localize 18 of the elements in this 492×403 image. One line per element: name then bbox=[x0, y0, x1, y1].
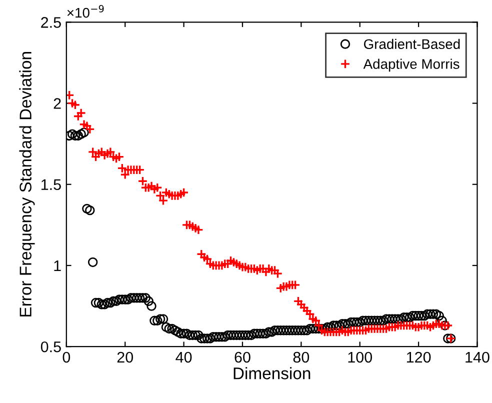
y-tick-label: 2 bbox=[54, 98, 61, 109]
x-tick-label: 140 bbox=[466, 352, 490, 363]
x-tick-label: 80 bbox=[293, 352, 310, 363]
y-axis-title: Error Frequency Standard Deviation bbox=[19, 52, 35, 316]
legend-label: Adaptive Morris bbox=[363, 58, 460, 72]
x-tick-label: 40 bbox=[176, 352, 192, 363]
x-tick-label: 60 bbox=[234, 352, 250, 363]
y-tick-label: 1 bbox=[54, 260, 61, 272]
x-axis-title: Dimension bbox=[234, 367, 310, 380]
x-tick-label: 20 bbox=[117, 352, 134, 363]
y-tick-label: 0.5 bbox=[40, 341, 61, 352]
y-tick-label: 2.5 bbox=[41, 17, 61, 28]
y-tick-label: 1.5 bbox=[41, 179, 61, 190]
legend-label: Gradient-Based bbox=[364, 38, 460, 50]
x-tick-label: 100 bbox=[348, 352, 372, 363]
x-tick-label: 120 bbox=[406, 352, 431, 363]
text: ×10$^{−9}$ bbox=[67, 5, 104, 18]
x-tick-label: 0 bbox=[62, 352, 70, 363]
